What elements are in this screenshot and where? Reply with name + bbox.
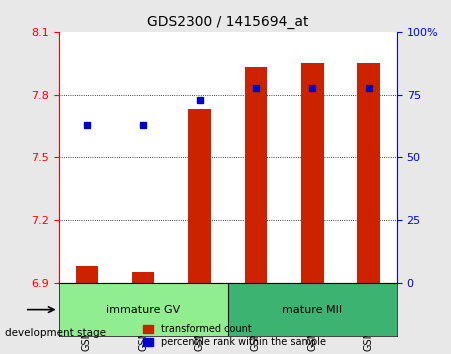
Bar — [357, 63, 380, 283]
Bar — [244, 67, 267, 283]
Text: mature MII: mature MII — [282, 305, 342, 315]
Title: GDS2300 / 1415694_at: GDS2300 / 1415694_at — [147, 16, 308, 29]
Bar — [75, 266, 98, 283]
Bar — [59, 283, 228, 336]
Text: immature GV: immature GV — [106, 305, 180, 315]
Bar — [189, 109, 211, 283]
Bar — [132, 273, 154, 283]
Text: development stage: development stage — [5, 328, 106, 338]
Bar — [228, 283, 397, 336]
Bar — [301, 63, 324, 283]
Legend: transformed count, percentile rank within the sample: transformed count, percentile rank withi… — [141, 322, 328, 349]
